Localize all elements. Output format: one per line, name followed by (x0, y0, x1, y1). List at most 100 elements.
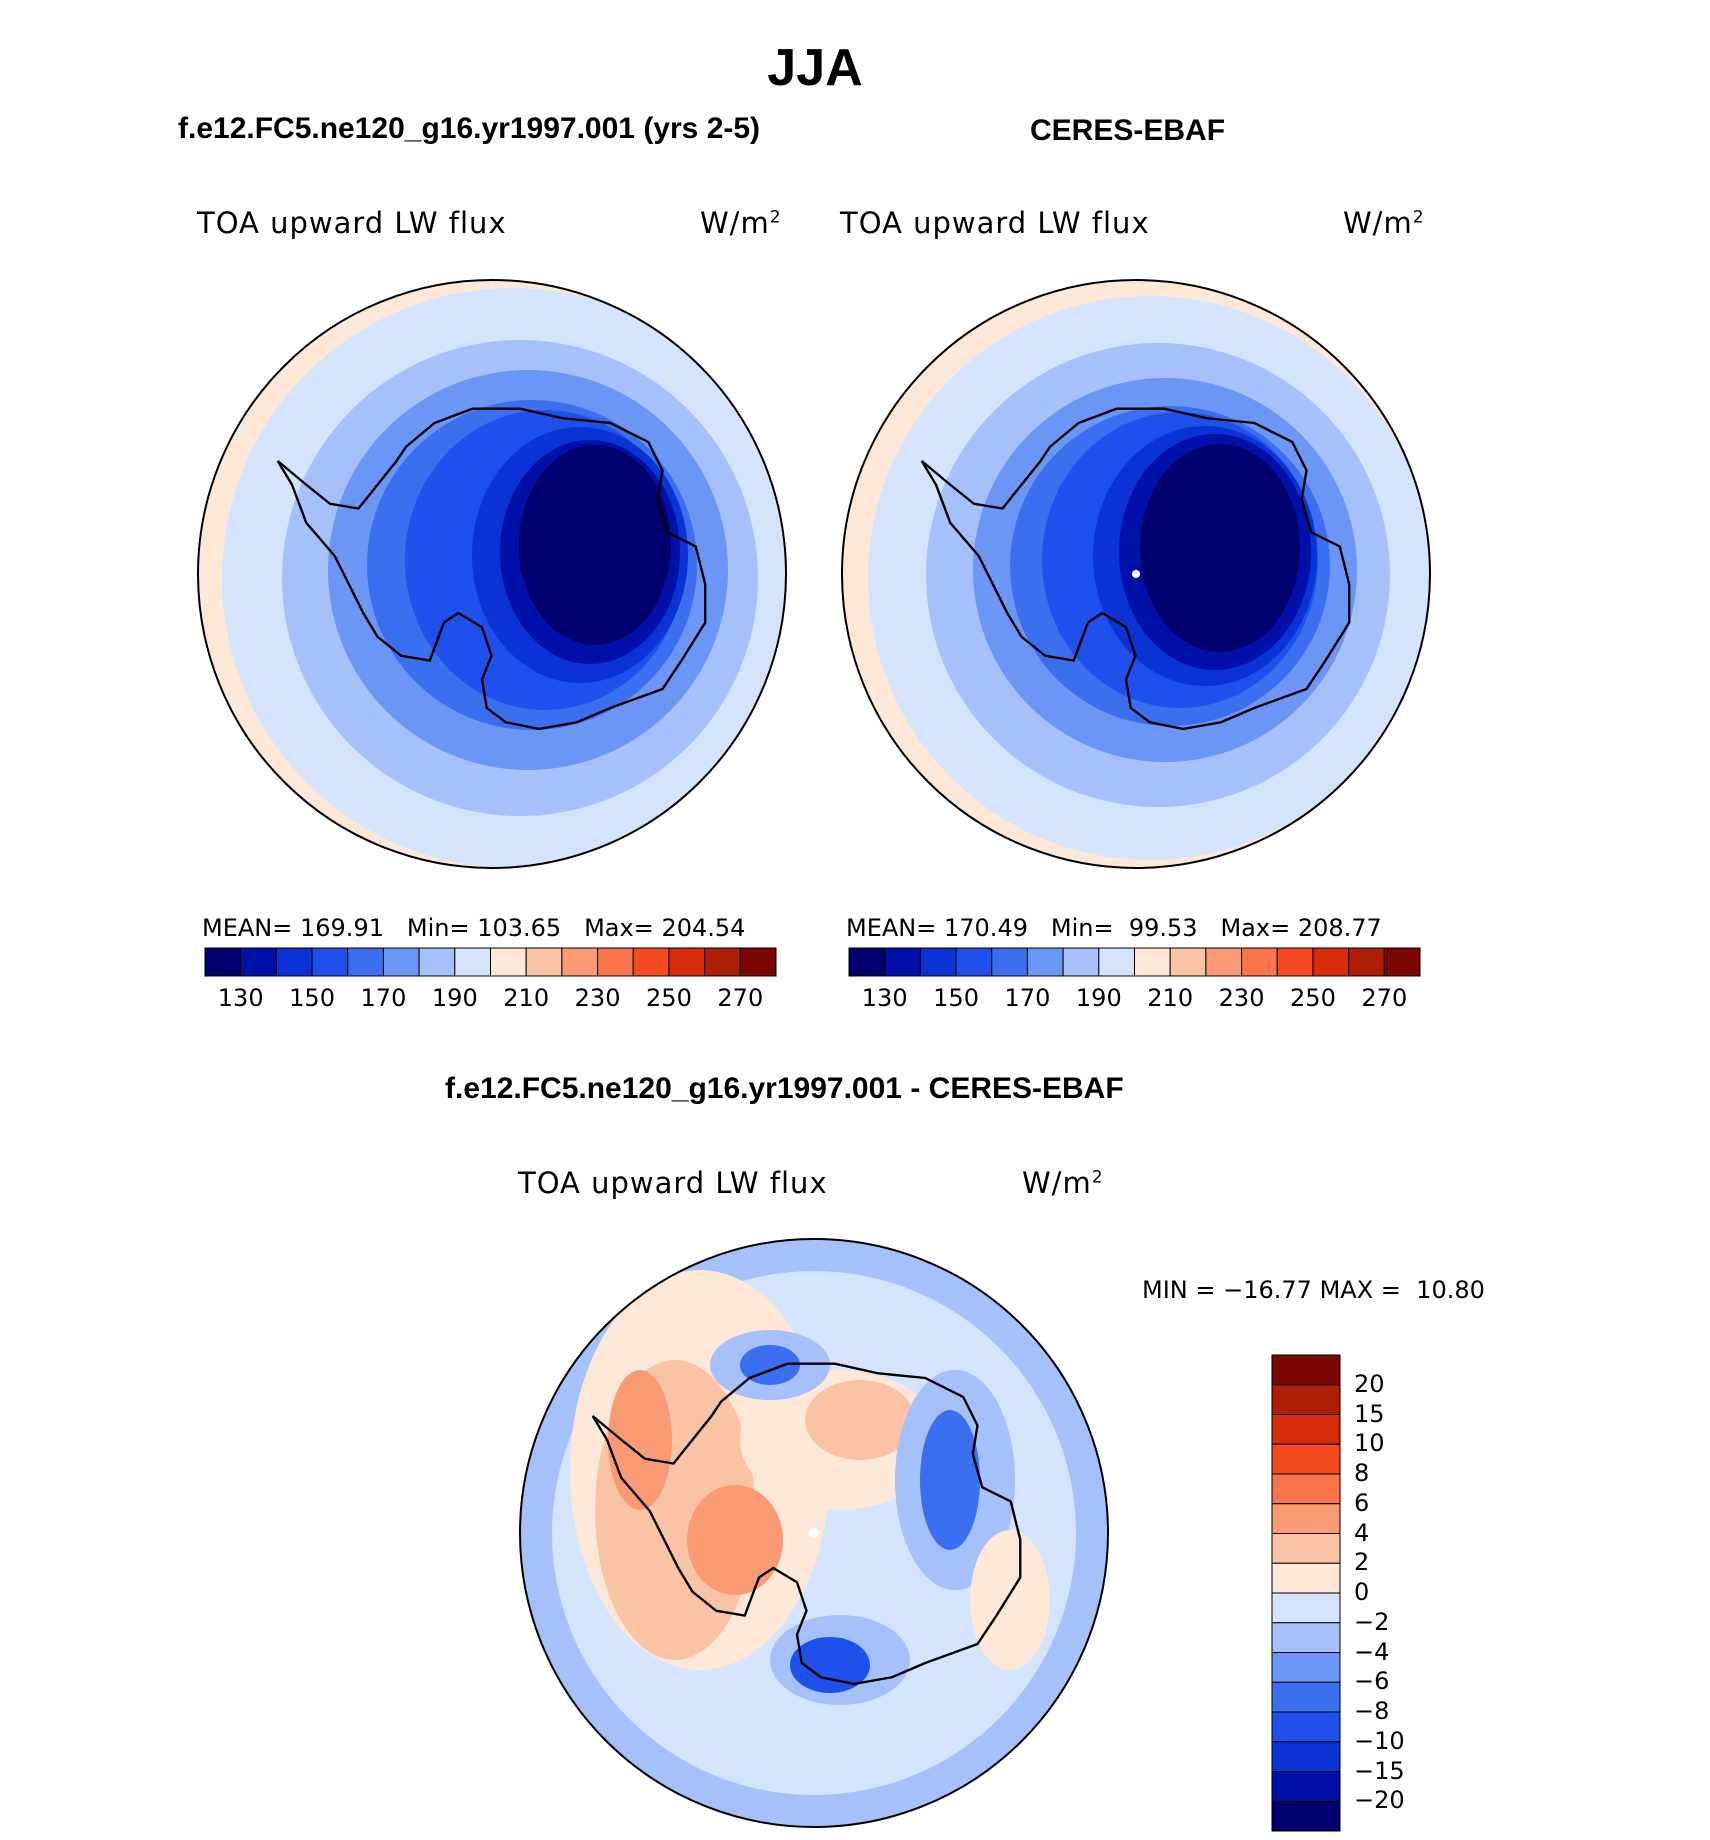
model-colorbar-box (739, 947, 777, 977)
obs-colorbar-box (1276, 947, 1314, 977)
diff-colorbar-box (1271, 1473, 1341, 1505)
diff-colorbar-box (1271, 1414, 1341, 1445)
diff-variable-label: TOA upward LW flux (518, 1166, 828, 1200)
obs-min-value: 99.53 (1128, 914, 1198, 942)
obs-colorbar-box (991, 947, 1028, 977)
obs-panel-title: CERES-EBAF (1030, 114, 1226, 147)
diff-min-label: MIN = (1142, 1276, 1216, 1304)
obs-colorbar-box (884, 947, 921, 977)
model-colorbar-box (418, 947, 456, 977)
diff-colorbar-box (1271, 1711, 1341, 1743)
obs-mean-value: 170.49 (944, 914, 1028, 942)
obs-colorbar (848, 947, 1421, 977)
obs-units-label: W/m2 (1343, 206, 1425, 240)
model-colorbar-tick-label: 150 (289, 984, 335, 1012)
obs-colorbar-box (955, 947, 993, 977)
diff-colorbar-box (1271, 1384, 1341, 1415)
diff-colorbar-tick-label: 8 (1354, 1459, 1370, 1487)
diff-colorbar-box (1271, 1741, 1341, 1772)
diff-colorbar-tick-label: −4 (1354, 1637, 1390, 1666)
model-colorbar-box (311, 947, 349, 977)
model-colorbar-box (597, 947, 634, 977)
obs-colorbar-box (1026, 947, 1064, 977)
model-units-label: W/m2 (700, 206, 782, 240)
obs-max-label: Max= (1220, 914, 1291, 942)
obs-variable-label: TOA upward LW flux (840, 206, 1150, 240)
model-colorbar-tick-label: 130 (217, 984, 264, 1012)
obs-colorbar-box (1098, 947, 1135, 977)
obs-colorbar-box (1312, 947, 1350, 977)
model-panel-title: f.e12.FC5.ne120_g16.yr1997.001 (yrs 2-5) (178, 112, 761, 145)
obs-colorbar-box (1241, 947, 1278, 977)
model-colorbar-box (525, 947, 563, 977)
diff-colorbar-box (1271, 1503, 1341, 1534)
diff-colorbar-box (1271, 1443, 1341, 1475)
diff-colorbar-tick-label: −20 (1354, 1786, 1405, 1815)
diff-min-value: −16.77 (1223, 1276, 1312, 1304)
model-colorbar-tick-label: 250 (646, 984, 692, 1012)
diff-units-label: W/m2 (1022, 1166, 1104, 1200)
obs-colorbar-box (1169, 947, 1207, 977)
obs-colorbar-tick-label: 230 (1218, 984, 1265, 1012)
diff-colorbar-box (1271, 1622, 1341, 1653)
obs-colorbar-box (1383, 947, 1421, 977)
diff-colorbar-box (1271, 1681, 1341, 1713)
obs-max-value: 208.77 (1297, 914, 1382, 942)
model-variable-label: TOA upward LW flux (197, 206, 507, 240)
model-min-value: 103.65 (477, 914, 562, 942)
diff-colorbar-box (1271, 1592, 1341, 1624)
diff-colorbar-tick-label: 6 (1354, 1488, 1370, 1517)
diff-map (519, 1238, 1109, 1828)
diff-stats: MIN = −16.77 MAX = 10.80 (1142, 1276, 1485, 1304)
obs-colorbar-tick-label: 270 (1361, 984, 1408, 1012)
diff-colorbar-box (1271, 1562, 1341, 1594)
obs-colorbar-box (1348, 947, 1385, 977)
diff-colorbar-tick-label: −2 (1354, 1607, 1390, 1636)
model-mean-value: 169.91 (300, 914, 384, 942)
diff-max-value: 10.80 (1416, 1276, 1485, 1304)
obs-colorbar-tick-label: 130 (861, 984, 908, 1012)
obs-min-label: Min= (1050, 914, 1114, 942)
diff-colorbar (1271, 1354, 1341, 1832)
model-stats: MEAN= 169.91 Min= 103.65 Max= 204.54 (202, 914, 745, 942)
model-colorbar-box (347, 947, 384, 977)
model-max-value: 204.54 (661, 914, 746, 942)
obs-colorbar-tick-label: 150 (933, 984, 979, 1012)
diff-colorbar-tick-label: −6 (1354, 1667, 1390, 1696)
diff-colorbar-tick-label: 0 (1354, 1578, 1370, 1606)
obs-colorbar-tick-label: 190 (1075, 984, 1122, 1012)
obs-colorbar-box (1205, 947, 1243, 977)
obs-colorbar-box (848, 947, 886, 977)
model-colorbar-tick-label: 170 (360, 984, 407, 1012)
model-colorbar-box (382, 947, 420, 977)
diff-max-label: MAX = (1319, 1276, 1401, 1304)
model-colorbar-box (240, 947, 277, 977)
diff-colorbar-tick-label: 15 (1354, 1399, 1385, 1428)
diff-colorbar-tick-label: −10 (1354, 1726, 1405, 1755)
obs-colorbar-tick-label: 170 (1004, 984, 1051, 1012)
model-colorbar-tick-label: 190 (431, 984, 478, 1012)
obs-map (841, 279, 1431, 869)
diff-panel-title: f.e12.FC5.ne120_g16.yr1997.001 - CERES-E… (445, 1072, 1124, 1105)
diff-colorbar-tick-label: 2 (1354, 1548, 1370, 1577)
model-colorbar-box (632, 947, 670, 977)
diff-colorbar-tick-label: 4 (1354, 1518, 1370, 1547)
diff-colorbar-tick-label: −15 (1354, 1756, 1405, 1785)
model-colorbar-box (275, 947, 313, 977)
model-colorbar-box (490, 947, 527, 977)
obs-stats: MEAN= 170.49 Min= 99.53 Max= 208.77 (846, 914, 1382, 942)
diff-colorbar-box (1271, 1771, 1341, 1802)
obs-mean-label: MEAN= (846, 914, 937, 942)
diff-colorbar-tick-label: 10 (1354, 1429, 1385, 1458)
diff-colorbar-box (1271, 1800, 1341, 1832)
diff-colorbar-tick-label: −8 (1354, 1697, 1390, 1725)
diff-colorbar-box (1271, 1533, 1341, 1564)
model-colorbar-box (454, 947, 491, 977)
figure-title: JJA (767, 39, 863, 97)
model-colorbar-box (704, 947, 741, 977)
obs-colorbar-box (919, 947, 957, 977)
diff-colorbar-box (1271, 1652, 1341, 1683)
diff-colorbar-box (1271, 1354, 1341, 1386)
model-colorbar-tick-label: 230 (574, 984, 621, 1012)
